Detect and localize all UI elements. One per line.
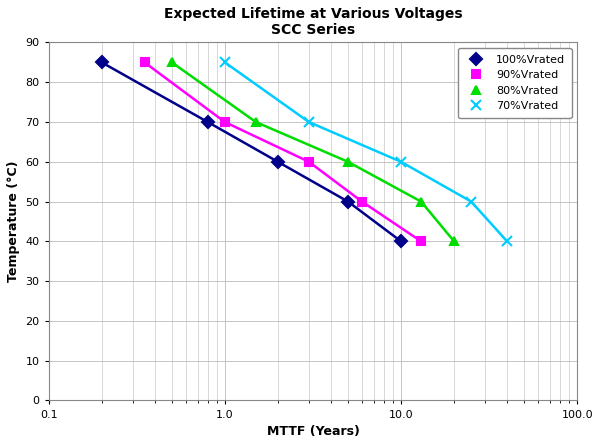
70%Vrated — [221, 60, 229, 65]
70%Vrated — [305, 119, 313, 125]
80%Vrated — [168, 60, 175, 65]
90%Vrated — [418, 239, 425, 244]
70%Vrated — [503, 239, 511, 244]
Line: 80%Vrated: 80%Vrated — [167, 58, 458, 246]
Legend: 100%Vrated, 90%Vrated, 80%Vrated, 70%Vrated: 100%Vrated, 90%Vrated, 80%Vrated, 70%Vra… — [458, 48, 572, 118]
X-axis label: MTTF (Years): MTTF (Years) — [266, 425, 359, 438]
100%Vrated — [204, 119, 211, 125]
Title: Expected Lifetime at Various Voltages
SCC Series: Expected Lifetime at Various Voltages SC… — [164, 7, 462, 37]
90%Vrated — [221, 119, 229, 125]
Line: 100%Vrated: 100%Vrated — [98, 58, 405, 246]
80%Vrated — [252, 119, 259, 125]
Line: 70%Vrated: 70%Vrated — [220, 57, 512, 246]
100%Vrated — [98, 60, 105, 65]
70%Vrated — [467, 199, 475, 204]
100%Vrated — [274, 159, 281, 165]
80%Vrated — [418, 199, 425, 204]
70%Vrated — [397, 159, 404, 165]
80%Vrated — [344, 159, 352, 165]
Line: 90%Vrated: 90%Vrated — [140, 58, 425, 246]
Y-axis label: Temperature (°C): Temperature (°C) — [7, 161, 20, 282]
100%Vrated — [344, 199, 352, 204]
90%Vrated — [141, 60, 148, 65]
80%Vrated — [451, 239, 458, 244]
100%Vrated — [397, 239, 404, 244]
90%Vrated — [358, 199, 365, 204]
90%Vrated — [305, 159, 313, 165]
